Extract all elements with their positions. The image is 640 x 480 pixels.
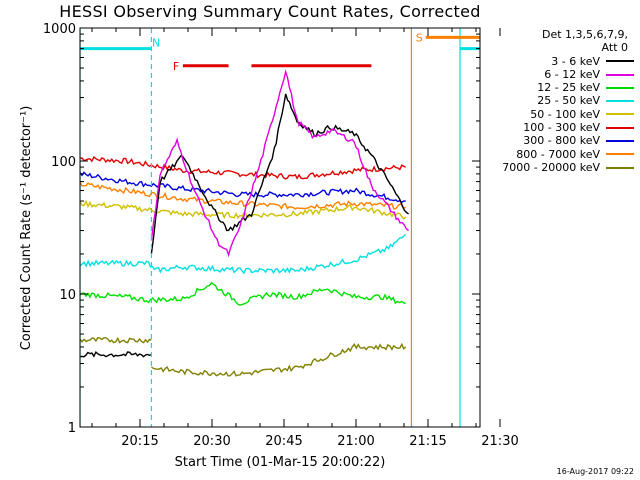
legend-swatch <box>606 100 634 103</box>
plot-area: NF S <box>80 28 583 427</box>
series-line-8-2 <box>491 357 583 366</box>
legend-item: 100 - 300 keV <box>476 121 634 134</box>
series-line-0-0 <box>80 155 406 180</box>
x-tick-label-4: 21:15 <box>409 434 446 449</box>
legend-item: 3 - 6 keV <box>476 55 634 68</box>
series-line-4-0 <box>80 233 407 275</box>
series-line-3-1 <box>491 199 583 207</box>
series-line-5-1 <box>491 287 583 299</box>
y-tick-label-2: 100 <box>51 155 76 170</box>
legend-items: 3 - 6 keV 6 - 12 keV 12 - 25 keV 25 - 50 ke… <box>476 55 634 175</box>
series-line-6-2 <box>491 352 583 357</box>
legend-swatch <box>606 86 634 89</box>
flag-label-F: F <box>173 60 179 73</box>
series-group <box>80 28 583 427</box>
series-line-5-0 <box>80 281 406 306</box>
legend-item-label: 12 - 25 keV <box>537 81 600 95</box>
plot-frame <box>79 27 481 428</box>
legend-item: 6 - 12 keV <box>476 68 634 81</box>
y-tick-label-1: 10 <box>59 288 76 303</box>
series-line-7-0 <box>150 69 410 258</box>
legend-swatch <box>606 60 634 63</box>
series-line-6-0 <box>80 350 152 358</box>
legend-detector-line1: Det 1,3,5,6,7,9, <box>541 28 628 41</box>
legend-item-label: 300 - 800 keV <box>523 134 600 148</box>
legend-item: 7000 - 20000 keV <box>476 161 634 174</box>
flag-label-S: S <box>416 31 423 44</box>
x-axis-label: Start Time (01-Mar-15 20:00:22) <box>175 455 386 470</box>
legend-item: 25 - 50 keV <box>476 94 634 107</box>
x-tick-label-2: 20:45 <box>265 434 302 449</box>
legend-item-label: 100 - 300 keV <box>523 121 600 135</box>
legend-item-label: 6 - 12 keV <box>544 67 600 81</box>
legend-swatch <box>606 153 634 156</box>
legend: Det 1,3,5,6,7,9, Att 0 3 - 6 keV 6 - 12 k… <box>476 28 634 174</box>
x-tick-label-1: 20:30 <box>193 434 230 449</box>
series-line-6-1 <box>150 93 409 254</box>
legend-item: 50 - 100 keV <box>476 108 634 121</box>
flag-label-N: N <box>152 37 160 50</box>
legend-item: 300 - 800 keV <box>476 134 634 147</box>
legend-item-label: 7000 - 20000 keV <box>502 160 600 174</box>
legend-item-label: 50 - 100 keV <box>530 107 600 121</box>
legend-item-label: 800 - 7000 keV <box>516 147 600 161</box>
legend-item: 800 - 7000 keV <box>476 148 634 161</box>
series-line-1-0 <box>80 171 406 204</box>
legend-item: 12 - 25 keV <box>476 81 634 94</box>
series-line-4-1 <box>491 247 583 254</box>
legend-detector-line2: Att 0 <box>601 41 628 55</box>
x-tick-label-0: 20:15 <box>121 434 158 449</box>
legend-swatch <box>606 140 634 143</box>
legend-swatch <box>606 166 634 169</box>
legend-swatch <box>606 126 634 129</box>
legend-item-label: 25 - 50 keV <box>537 94 600 108</box>
series-line-8-1 <box>150 342 407 377</box>
legend-swatch <box>606 113 634 116</box>
x-tick-label-3: 21:00 <box>337 434 374 449</box>
y-axis-label: Corrected Count Rate (s⁻¹ detector⁻¹) <box>19 106 34 351</box>
series-line-8-0 <box>80 336 152 344</box>
y-tick-label-0: 1 <box>68 421 76 436</box>
axes: 1 10 100 1000 20:15 20:30 20:45 21:00 21:15 21:30 <box>43 22 519 449</box>
legend-swatch <box>606 73 634 76</box>
series-line-2-1 <box>491 182 583 189</box>
series-line-2-0 <box>80 181 407 210</box>
chart-title: HESSI Observing Summary Count Rates, Cor… <box>59 2 481 21</box>
x-tick-label-5: 21:30 <box>481 434 518 449</box>
legend-item-label: 3 - 6 keV <box>551 54 600 68</box>
series-line-3-0 <box>80 199 407 220</box>
plot-timestamp: 16-Aug-2017 09:22 <box>556 467 634 476</box>
y-tick-label-3: 1000 <box>43 22 76 37</box>
